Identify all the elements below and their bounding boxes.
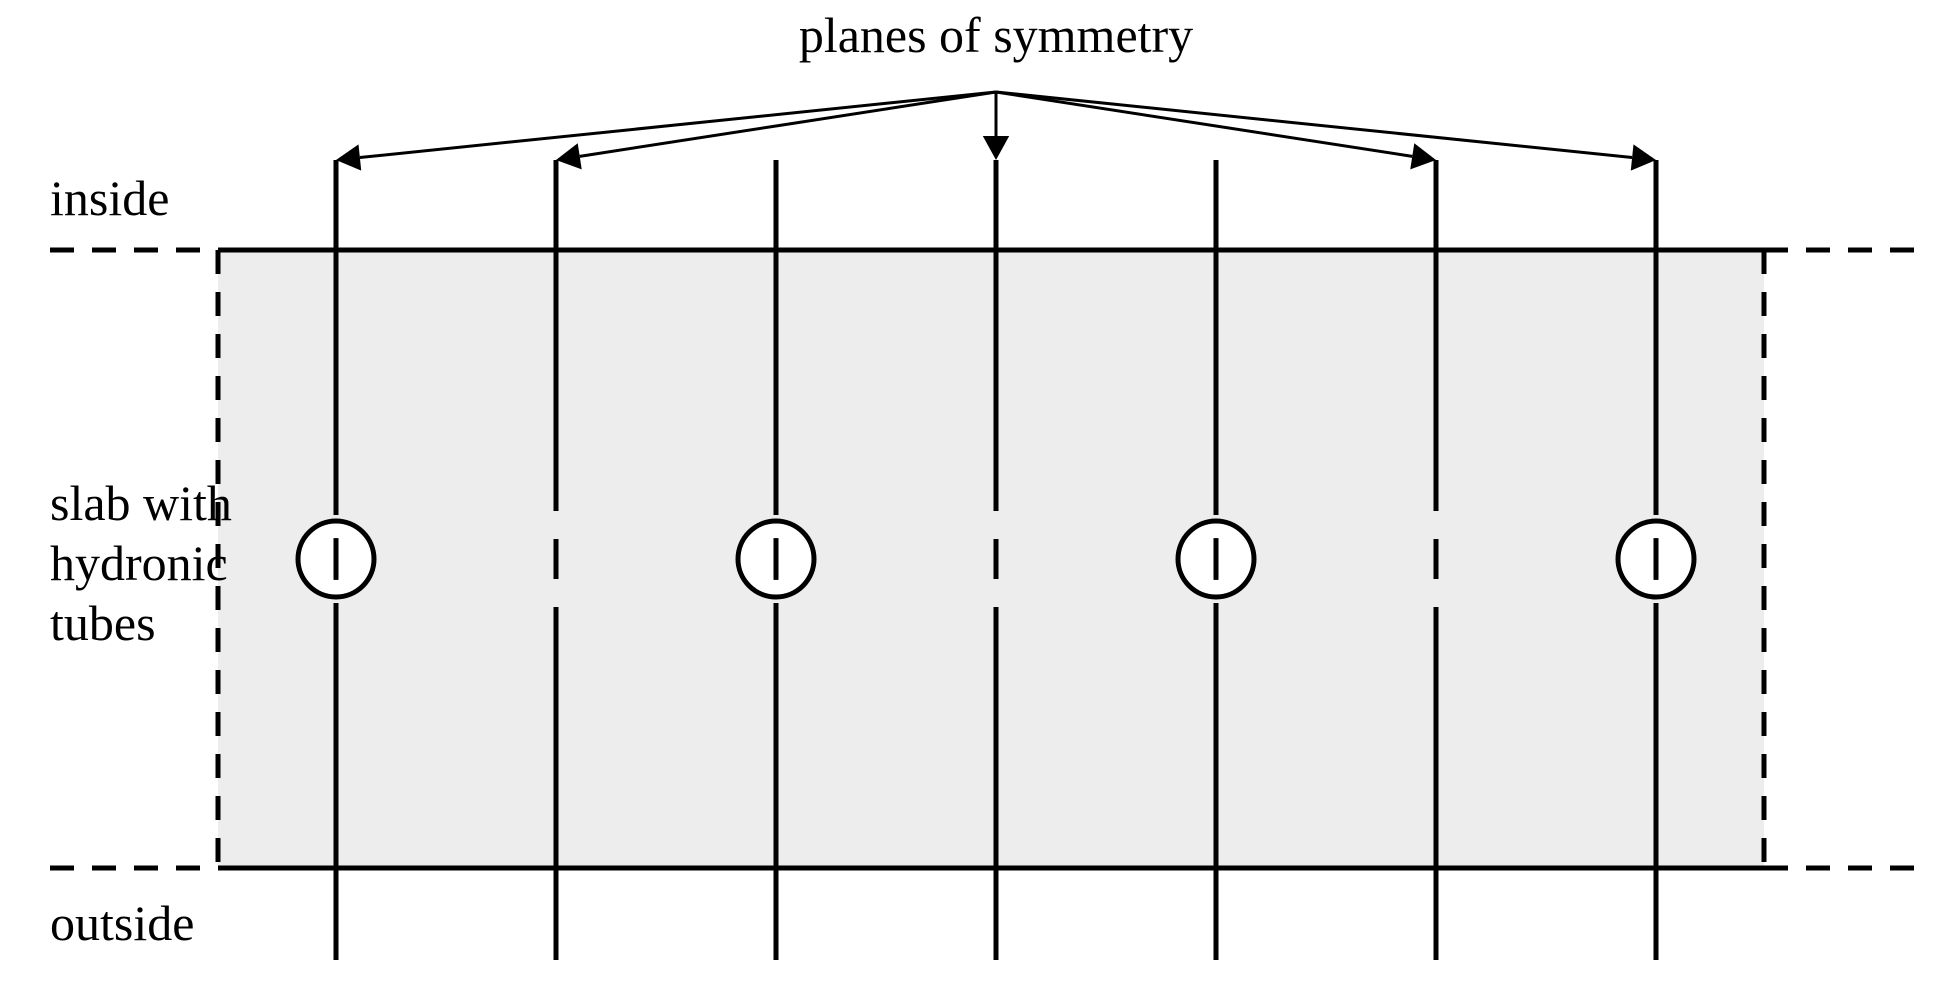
label-slab-line3: tubes	[50, 595, 156, 651]
label-inside: inside	[50, 170, 169, 226]
label-outside: outside	[50, 895, 194, 951]
label-slab-line2: hydronic	[50, 535, 228, 591]
label-planes-of-symmetry: planes of symmetry	[799, 7, 1193, 63]
label-slab-line1: slab with	[50, 475, 232, 531]
slab-fill	[218, 250, 1764, 868]
hydronic-slab-diagram: planes of symmetry inside slab withhydroni…	[0, 0, 1952, 990]
